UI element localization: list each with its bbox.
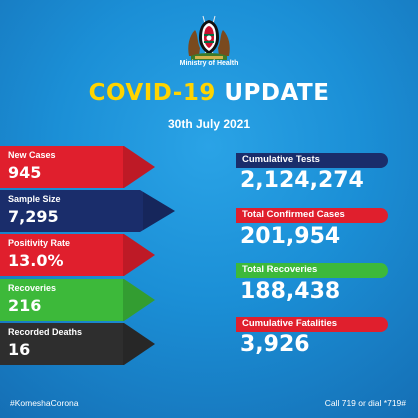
- value-cumulative-tests: 2,124,274: [240, 168, 364, 193]
- coat-of-arms-icon: [188, 15, 230, 60]
- stat-value: 13.0%: [8, 251, 64, 270]
- hashtag: #KomeshaCorona: [10, 398, 79, 408]
- stat-sample-size: Sample Size 7,295: [0, 190, 175, 232]
- stat-label: New Cases: [8, 150, 56, 160]
- stat-label: Total Confirmed Cases: [242, 209, 345, 220]
- page-title: COVID-19 UPDATE: [0, 80, 418, 106]
- value-total-confirmed: 201,954: [240, 224, 341, 249]
- label-total-recoveries: Total Recoveries: [236, 263, 388, 278]
- stat-positivity-rate: Positivity Rate 13.0%: [0, 234, 155, 276]
- title-update: UPDATE: [224, 80, 330, 106]
- stat-value: 216: [8, 296, 42, 315]
- stat-label: Cumulative Tests: [242, 154, 320, 165]
- stat-label: Sample Size: [8, 194, 61, 204]
- hotline-text: Call 719 or dial *719#: [324, 398, 406, 408]
- label-cumulative-fatalities: Cumulative Fatalities: [236, 317, 388, 332]
- value-cumulative-fatalities: 3,926: [240, 332, 310, 357]
- stat-label: Recorded Deaths: [8, 327, 83, 337]
- stat-label: Cumulative Fatalities: [242, 318, 338, 329]
- value-total-recoveries: 188,438: [240, 279, 341, 304]
- stat-recorded-deaths: Recorded Deaths 16: [0, 323, 155, 365]
- stat-value: 7,295: [8, 207, 59, 226]
- stat-value: 16: [8, 340, 31, 359]
- ministry-name: Ministry of Health: [179, 60, 239, 67]
- stat-value: 945: [8, 163, 42, 182]
- stat-label: Positivity Rate: [8, 238, 71, 248]
- report-date: 30th July 2021: [167, 117, 251, 131]
- stat-recoveries: Recoveries 216: [0, 279, 155, 321]
- stat-label: Recoveries: [8, 283, 57, 293]
- title-covid: COVID-19: [88, 80, 216, 106]
- stat-new-cases: New Cases 945: [0, 146, 155, 188]
- label-cumulative-tests: Cumulative Tests: [236, 153, 388, 168]
- stat-label: Total Recoveries: [242, 264, 318, 275]
- label-total-confirmed: Total Confirmed Cases: [236, 208, 388, 223]
